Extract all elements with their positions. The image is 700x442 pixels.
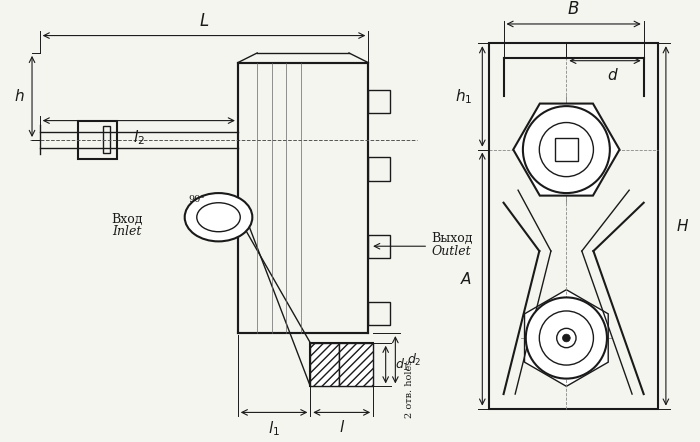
Text: Вход: Вход: [111, 213, 143, 226]
Text: $L$: $L$: [199, 13, 209, 30]
Bar: [103, 126, 111, 153]
Text: $d_2$: $d_2$: [407, 352, 421, 368]
Bar: [489, 43, 658, 408]
Text: 2 отв. holes: 2 отв. holes: [405, 360, 414, 418]
Bar: [310, 343, 340, 386]
Bar: [340, 343, 373, 386]
Text: $l$: $l$: [339, 419, 345, 435]
Bar: [555, 138, 578, 161]
Circle shape: [526, 297, 607, 379]
Text: $h_1$: $h_1$: [455, 87, 472, 106]
Text: $A$: $A$: [461, 271, 473, 287]
Bar: [368, 157, 389, 180]
Polygon shape: [524, 290, 608, 386]
Circle shape: [539, 122, 594, 177]
Bar: [368, 235, 389, 258]
Text: $d$: $d$: [607, 68, 619, 84]
Bar: [368, 302, 389, 325]
Text: $l_2$: $l_2$: [133, 128, 145, 147]
Text: $h$: $h$: [14, 88, 24, 104]
Bar: [78, 121, 117, 159]
Ellipse shape: [185, 193, 252, 241]
Ellipse shape: [197, 203, 240, 232]
Text: Inlet: Inlet: [112, 225, 141, 238]
Bar: [310, 343, 373, 386]
Polygon shape: [513, 103, 620, 196]
Text: $H$: $H$: [676, 218, 689, 234]
Text: $B$: $B$: [568, 1, 580, 18]
Text: Outlet: Outlet: [431, 244, 470, 258]
Circle shape: [523, 106, 610, 193]
Bar: [238, 63, 368, 333]
Bar: [312, 345, 371, 385]
Bar: [368, 90, 389, 113]
Circle shape: [556, 328, 576, 348]
Circle shape: [563, 334, 570, 342]
Circle shape: [539, 311, 594, 365]
Text: Выход: Выход: [431, 232, 472, 245]
Text: $d_1$: $d_1$: [395, 357, 410, 373]
Text: 90°: 90°: [189, 195, 206, 204]
Text: $l_1$: $l_1$: [268, 419, 280, 438]
